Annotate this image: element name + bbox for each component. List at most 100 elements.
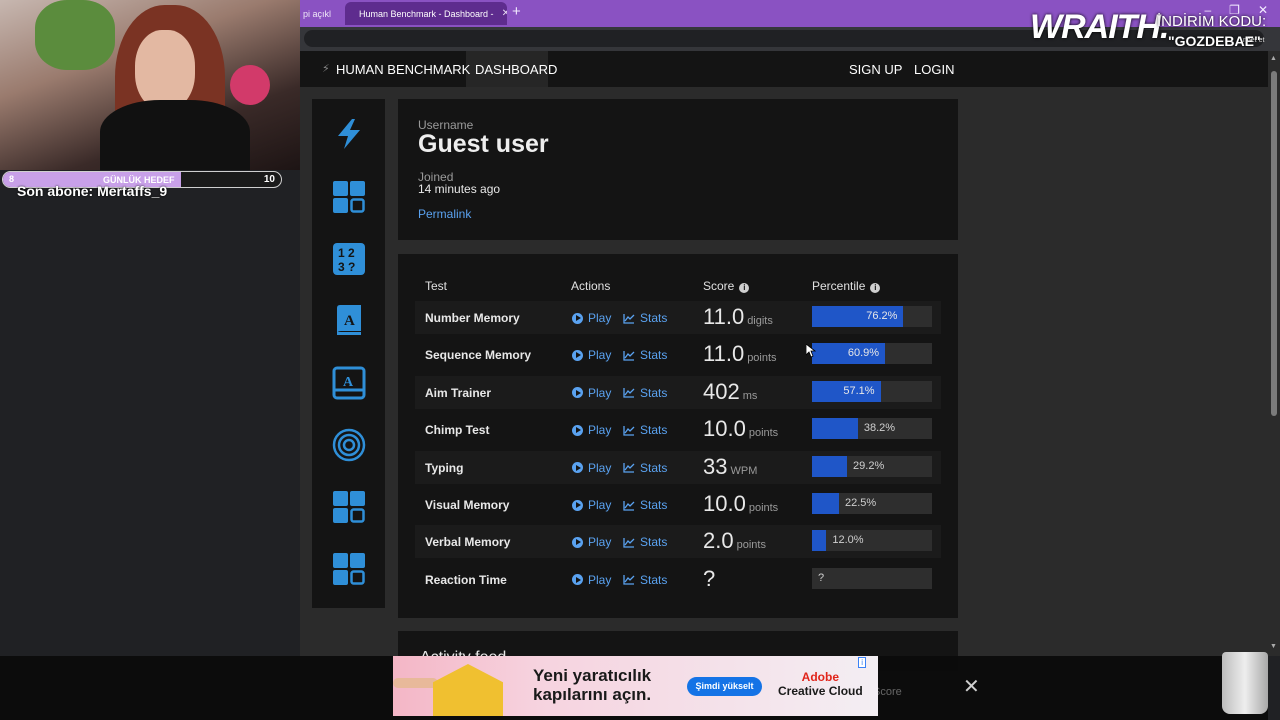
score-unit: points [736,539,766,552]
score-value: 10.0 points [703,416,778,442]
play-button[interactable]: Play [572,573,611,587]
table-row: Typing Play Stats 33 WPM 29.2% [415,450,941,484]
grid-icon[interactable] [332,552,366,586]
nav-dashboard-link[interactable]: DASHBOARD [475,62,558,77]
play-button[interactable]: Play [572,461,611,475]
percentile-text: 57.1% [843,384,875,397]
percentile-bar: 38.2% [812,418,932,440]
ad-upgrade-button[interactable]: Şimdi yükselt [687,677,762,696]
promo-code: "GOZDEBAE" [1168,33,1261,49]
ad-brand-bottom: Creative Cloud [778,684,863,698]
keyboard-letter-icon[interactable]: A [332,366,366,400]
play-button[interactable]: Play [572,423,611,437]
score-number: 33 [703,453,728,479]
play-button[interactable]: Play [572,311,611,325]
play-label: Play [588,572,612,587]
joined-label: Joined [418,170,454,184]
scrollbar-thumb[interactable] [1271,71,1277,416]
tab-label: Human Benchmark - Dashboard - [359,8,494,19]
last-subscriber-text: Son abone: Mertaffs_9 [17,183,168,199]
ad-close-button[interactable]: ✕ [963,676,980,698]
svg-text:3 ?: 3 ? [338,260,355,274]
table-row: Visual Memory Play Stats 10.0 points 22.5% [415,488,941,521]
ad-banner[interactable]: Yeni yaratıcılık kapılarını açın. Şimdi … [393,656,878,716]
info-icon[interactable]: i [870,283,881,293]
book-letter-icon[interactable]: A [332,303,366,337]
play-button[interactable]: Play [572,535,611,549]
column-header-percentile: Percentile i [812,279,881,293]
table-row: Number Memory Play Stats 11.0 digits 76.2% [415,301,941,334]
percentile-bar: 57.1% [812,380,932,402]
top-navbar: ⚡ HUMAN BENCHMARK DASHBOARD SIGN UP LOGI… [300,51,1268,87]
username-label: Username [418,118,474,132]
percentile-bar: 76.2% [812,306,932,327]
scroll-up-arrow-icon[interactable]: ▲ [1270,55,1277,62]
nav-signup-link[interactable]: SIGN UP [849,62,903,77]
new-tab-button[interactable]: + [512,3,521,20]
target-icon[interactable] [332,428,366,462]
play-button[interactable]: Play [572,498,611,512]
chart-line-icon [623,350,635,361]
play-button[interactable]: Play [572,386,611,400]
url-field[interactable] [304,30,1264,47]
browser-tab-active[interactable]: Human Benchmark - Dashboard - ✕ [345,2,507,25]
number-grid-icon[interactable]: 1 2 3 ? [332,242,366,276]
stats-button[interactable]: Stats [623,423,667,437]
svg-text:1 2: 1 2 [338,246,355,260]
page-scrollbar[interactable]: ▲ ▼ [1268,51,1280,656]
grid-icon[interactable] [332,490,366,524]
window-controls: – ❐ ✕ [1204,3,1268,17]
grid-icon[interactable] [332,180,366,214]
table-row: Aim Trainer Play Stats 402 ms 57.1% [415,375,941,409]
nav-login-link[interactable]: LOGIN [914,62,955,77]
play-label: Play [588,460,612,475]
percentile-fill [812,455,848,477]
goal-label: GÜNLÜK HEDEF [103,175,175,185]
score-value: 33 WPM [703,454,757,480]
stats-button[interactable]: Stats [623,348,667,362]
stats-button[interactable]: Stats [623,573,667,587]
info-icon[interactable]: i [739,283,750,293]
nav-brand-link[interactable]: HUMAN BENCHMARK [336,62,471,77]
percentile-fill [812,530,827,552]
ad-info-icon[interactable]: i [858,657,866,668]
close-window-button[interactable]: ✕ [1257,3,1268,17]
address-bar [300,27,1280,51]
score-value: 11.0 digits [703,304,773,330]
house-illustration [433,664,503,716]
scroll-down-arrow-icon[interactable]: ▼ [1270,643,1277,650]
play-button[interactable]: Play [572,348,611,362]
promo-label: İNDİRİM KODU: [1157,13,1267,30]
percentile-text: 22.5% [845,497,877,509]
percentile-bar: ? [812,567,932,589]
maximize-button[interactable]: ❐ [1229,3,1240,17]
stats-button[interactable]: Stats [623,535,667,549]
stats-button[interactable]: Stats [623,386,667,400]
close-tab-icon[interactable]: ✕ [501,8,507,19]
svg-text:A: A [343,375,354,390]
stats-button[interactable]: Stats [623,311,667,325]
stats-button[interactable]: Stats [623,461,667,475]
test-name: Chimp Test [425,423,490,438]
webcam-overlay [0,0,300,170]
play-icon [572,387,583,399]
minimize-button[interactable]: – [1204,3,1212,17]
percentile-text: 12.0% [832,534,864,547]
play-label: Play [588,535,612,550]
play-icon [572,574,583,586]
play-icon [572,349,583,361]
chart-line-icon [623,537,635,548]
ad-brand-top: Adobe [801,670,840,684]
permalink-link[interactable]: Permalink [418,207,472,221]
browser-tab[interactable]: pi açıkl [295,2,340,25]
play-icon [572,312,583,324]
lightning-icon[interactable] [332,117,366,151]
username-value: Guest user [418,130,549,158]
stats-button[interactable]: Stats [623,498,667,512]
percentile-fill [812,306,904,327]
stats-label: Stats [640,498,668,512]
percentile-bar: 12.0% [812,530,932,552]
percentile-text: ? [818,571,825,584]
ad-background-text: Score [873,686,902,698]
percentile-text: 76.2% [866,310,898,322]
